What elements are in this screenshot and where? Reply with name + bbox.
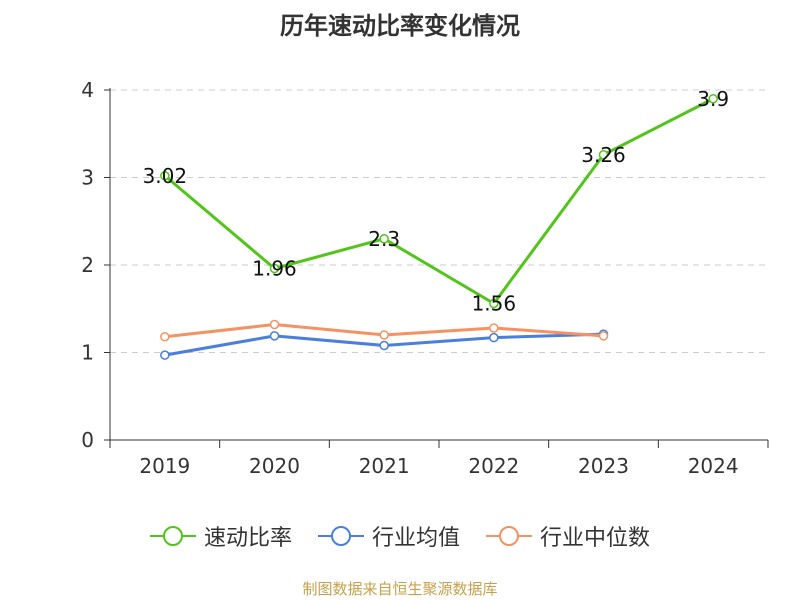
- data-point-quick-ratio: [489, 298, 499, 309]
- data-point-industry-median: [598, 331, 609, 341]
- y-tick-label: 0: [81, 428, 94, 452]
- legend-item-quick-ratio[interactable]: 速动比率: [149, 520, 292, 552]
- legend-item-industry-average[interactable]: 行业均值: [317, 520, 460, 552]
- data-point-industry-average: [489, 332, 499, 343]
- data-label: 1.56: [472, 292, 517, 316]
- data-point-industry-median: [269, 319, 280, 330]
- legend-marker-industry-median: [486, 526, 532, 546]
- x-tick-label: 2023: [578, 454, 629, 478]
- data-label: 3.9: [697, 87, 729, 111]
- data-point-industry-average: [160, 350, 170, 360]
- x-tick-label: 2021: [359, 454, 410, 478]
- data-label: 1.96: [252, 257, 297, 281]
- data-point-quick-ratio: [379, 234, 389, 244]
- legend: 速动比率 行业均值 行业中位数: [0, 520, 800, 552]
- series-line-quick-ratio: [163, 97, 714, 305]
- legend-label-industry-average: 行业均值: [371, 526, 460, 551]
- y-tick-label: 4: [81, 78, 94, 102]
- y-tick-label: 2: [81, 253, 94, 277]
- data-label: 3.26: [581, 143, 626, 167]
- data-label: 3.02: [143, 164, 188, 188]
- legend-label-industry-median: 行业中位数: [540, 526, 651, 551]
- data-point-quick-ratio: [269, 263, 280, 274]
- legend-marker-quick-ratio: [149, 526, 196, 546]
- data-point-industry-median: [160, 332, 170, 342]
- data-point-industry-median: [379, 330, 389, 340]
- x-tick-label: 2022: [468, 454, 519, 478]
- data-label: 2.3: [368, 227, 400, 251]
- x-tick-label: 2020: [249, 454, 300, 478]
- legend-item-industry-median[interactable]: 行业中位数: [486, 520, 650, 552]
- data-point-industry-average: [379, 340, 389, 351]
- data-point-industry-average: [269, 331, 280, 341]
- data-point-quick-ratio: [598, 150, 609, 160]
- y-tick-label: 1: [81, 341, 94, 365]
- data-point-industry-median: [489, 323, 499, 333]
- x-tick-label: 2024: [688, 454, 739, 478]
- data-point-quick-ratio: [708, 94, 718, 104]
- chart-title: 历年速动比率变化情况: [280, 12, 520, 40]
- source-note: 制图数据来自恒生聚源数据库: [302, 580, 498, 598]
- data-point-quick-ratio: [160, 171, 170, 181]
- legend-marker-industry-average: [317, 526, 364, 546]
- x-tick-label: 2019: [139, 454, 190, 478]
- legend-label-quick-ratio: 速动比率: [203, 526, 292, 551]
- y-tick-label: 3: [81, 166, 94, 190]
